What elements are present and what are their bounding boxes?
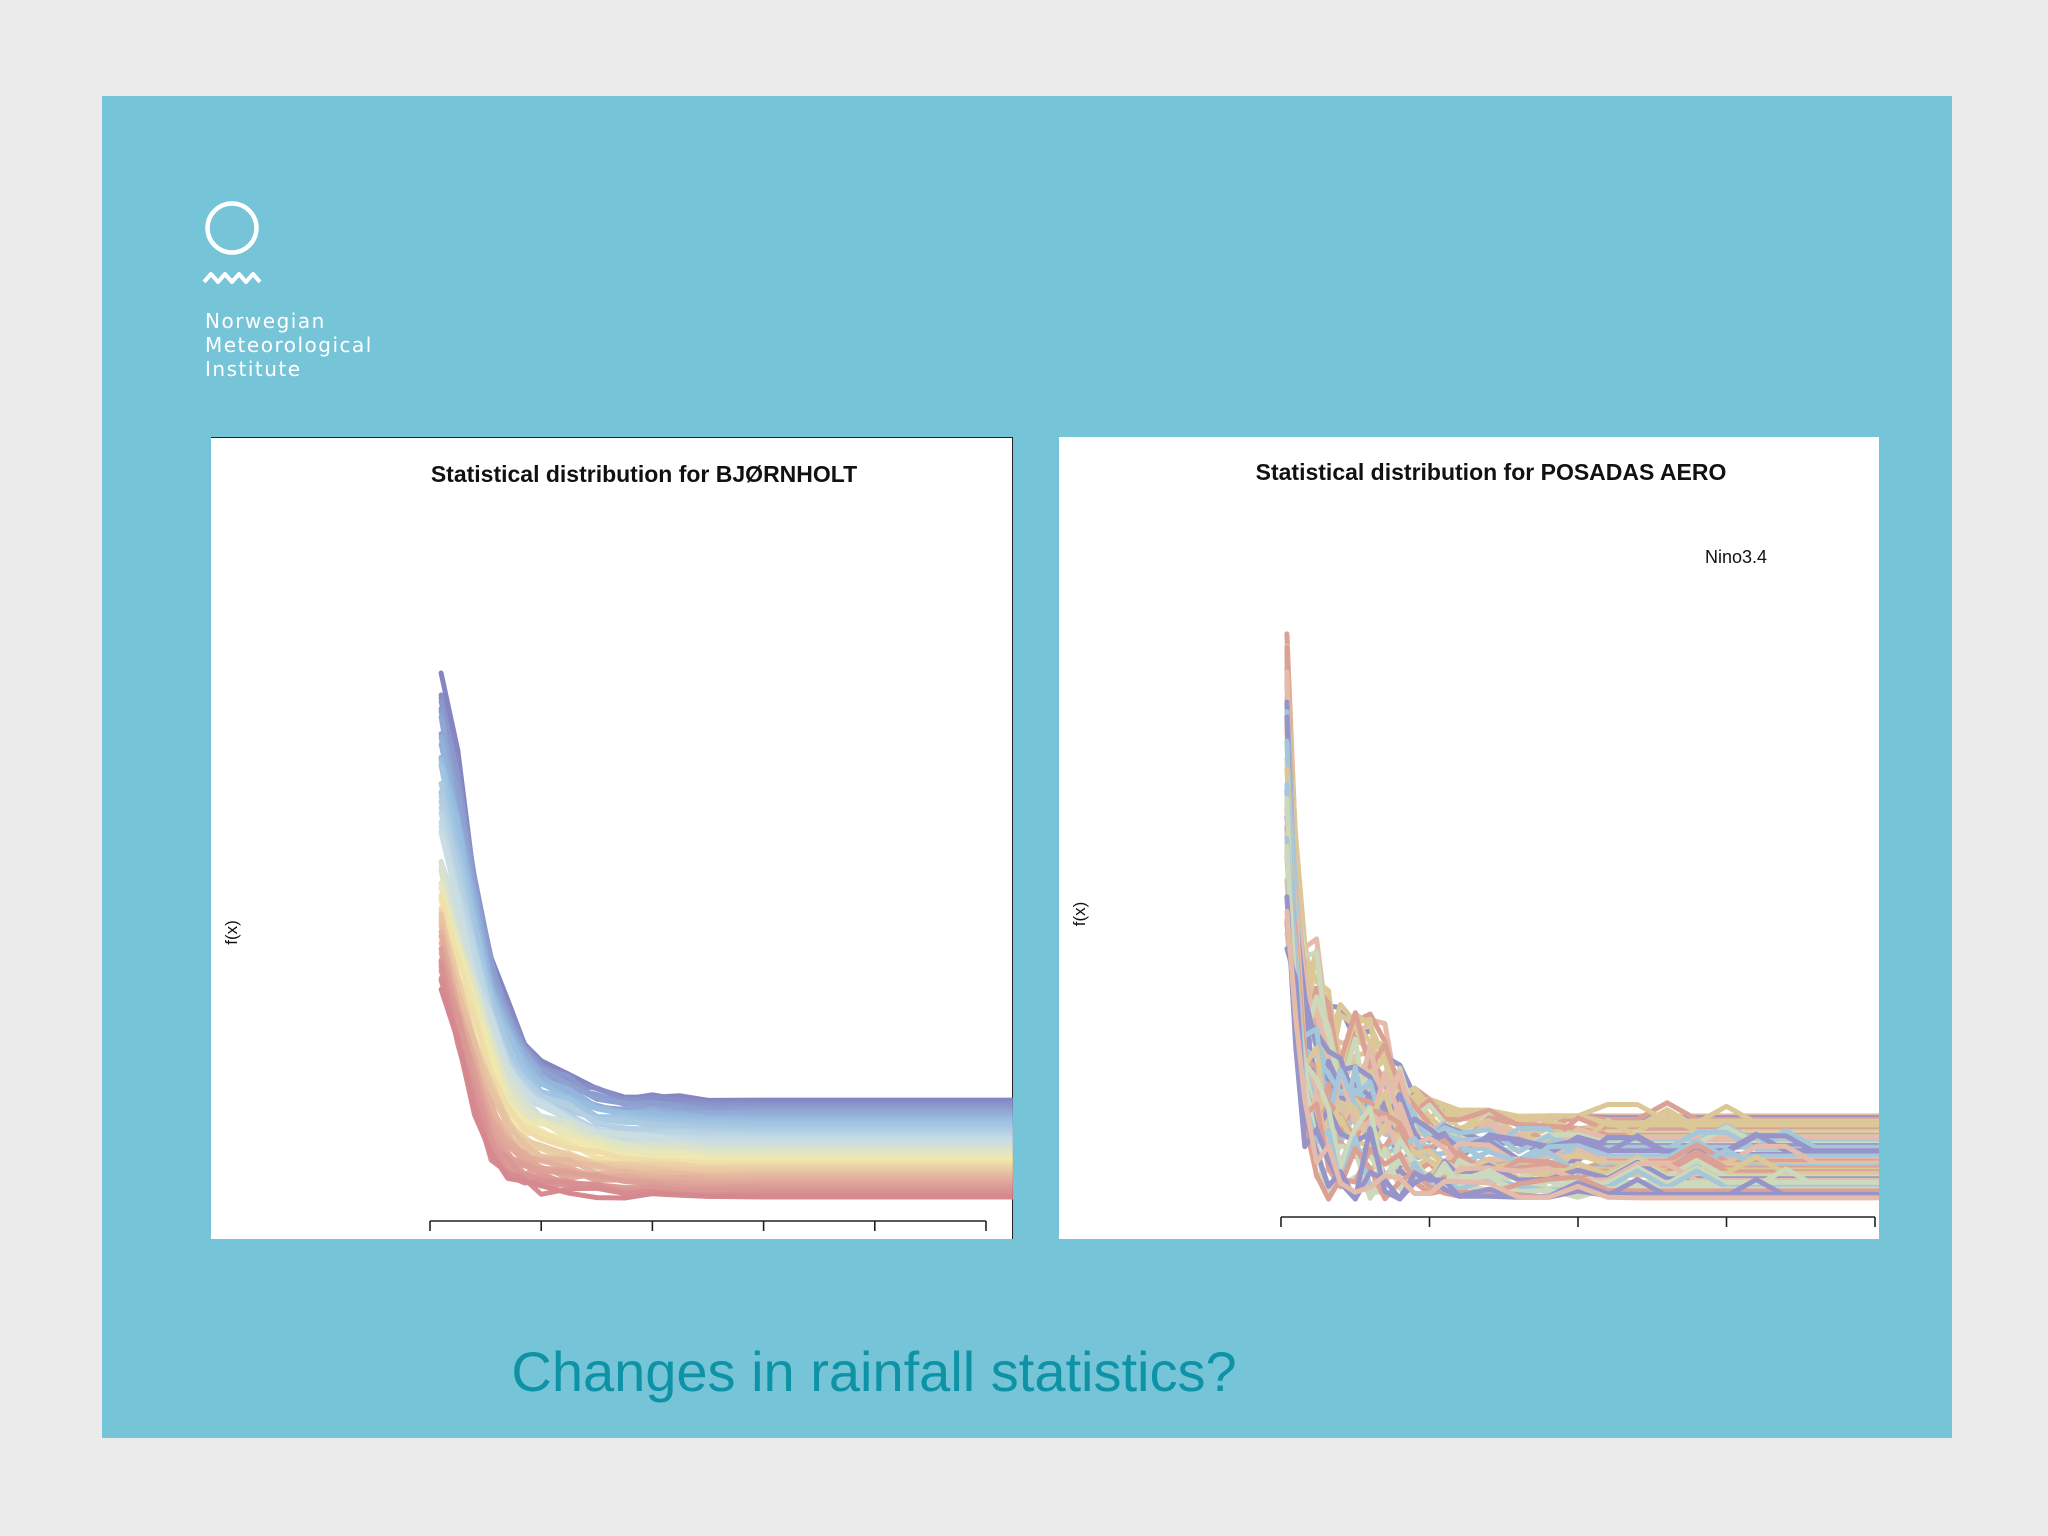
series-line <box>438 762 1013 1128</box>
chart-bjornholt: Statistical distribution for BJØRNHOLT f(… <box>222 461 1013 1231</box>
series-line <box>438 699 1013 1110</box>
series-line <box>438 986 1013 1201</box>
slide: Norwegian Meteorological Institute Stati… <box>102 96 1952 1438</box>
series-line <box>438 810 1013 1140</box>
series-group <box>1284 631 1879 1202</box>
logo-text: Norwegian Meteorological Institute <box>205 309 373 381</box>
series-line <box>438 754 1013 1122</box>
series-line <box>438 670 1013 1103</box>
legend-label: Nino3.4 <box>1705 547 1767 567</box>
series-line <box>1284 669 1879 1156</box>
sun-over-waves-icon <box>202 201 262 284</box>
x-axis <box>429 1220 987 1231</box>
series-line <box>1284 908 1879 1201</box>
logo <box>202 198 402 388</box>
y-axis-label: f(x) <box>1070 902 1089 927</box>
series-line <box>438 708 1013 1112</box>
y-axis-label: f(x) <box>222 920 241 945</box>
chart-panel-posadas: Statistical distribution for POSADAS AER… <box>1059 437 1879 1239</box>
slide-title: Changes in rainfall statistics? <box>102 1339 1952 1404</box>
series-group <box>438 670 1013 1201</box>
x-axis <box>1280 1216 1876 1227</box>
series-line <box>438 780 1013 1133</box>
series-line <box>438 757 1013 1124</box>
slide-title-text: Changes in rainfall statistics? <box>511 1340 1237 1403</box>
series-line <box>438 695 1013 1105</box>
series-line <box>438 793 1013 1135</box>
series-line <box>438 762 1013 1126</box>
chart-panel-bjornholt: Statistical distribution for BJØRNHOLT f(… <box>211 437 1013 1239</box>
chart-title: Statistical distribution for BJØRNHOLT <box>431 461 857 487</box>
chart-title: Statistical distribution for POSADAS AER… <box>1256 459 1727 485</box>
chart-posadas: Statistical distribution for POSADAS AER… <box>1070 459 1879 1227</box>
logo-line-3: Institute <box>205 357 302 381</box>
logo-line-1: Norwegian <box>205 309 326 333</box>
series-line <box>438 692 1013 1107</box>
logo-line-2: Meteorological <box>205 333 373 357</box>
